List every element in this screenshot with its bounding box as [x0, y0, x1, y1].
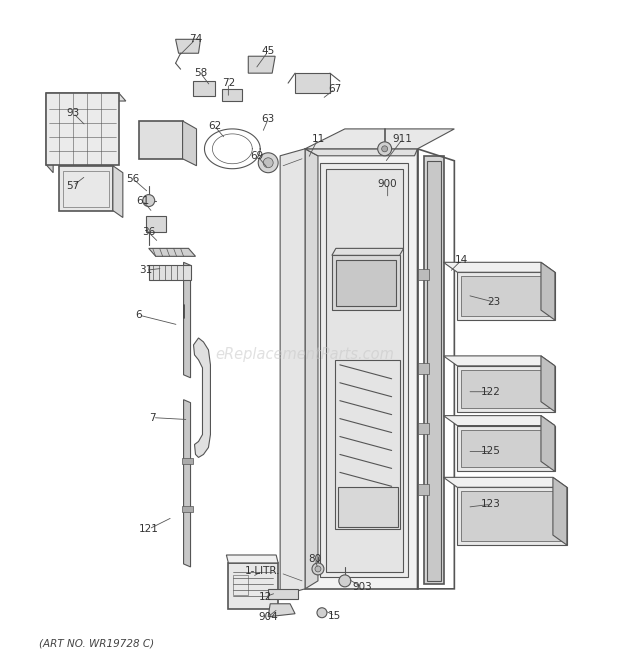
Text: 122: 122: [481, 387, 501, 397]
Polygon shape: [320, 163, 407, 577]
Polygon shape: [417, 422, 430, 434]
Polygon shape: [46, 93, 119, 165]
Text: 23: 23: [487, 297, 501, 307]
Text: 63: 63: [262, 114, 275, 124]
Polygon shape: [139, 121, 182, 159]
Polygon shape: [417, 269, 430, 280]
Polygon shape: [184, 262, 190, 378]
Text: 903: 903: [352, 582, 371, 592]
Text: 62: 62: [208, 121, 221, 131]
Polygon shape: [336, 260, 396, 306]
Polygon shape: [443, 477, 567, 487]
Polygon shape: [541, 416, 555, 471]
Circle shape: [339, 575, 351, 587]
Polygon shape: [332, 249, 404, 255]
Polygon shape: [427, 161, 441, 581]
Text: 57: 57: [66, 180, 80, 190]
Polygon shape: [193, 338, 210, 457]
Polygon shape: [295, 73, 330, 93]
Polygon shape: [443, 262, 555, 272]
Polygon shape: [443, 416, 555, 426]
Circle shape: [378, 142, 392, 156]
Polygon shape: [280, 149, 305, 596]
Polygon shape: [46, 93, 126, 101]
Circle shape: [317, 607, 327, 618]
Polygon shape: [193, 81, 215, 96]
Text: 74: 74: [189, 34, 202, 44]
Circle shape: [315, 566, 321, 572]
Circle shape: [143, 194, 155, 206]
Polygon shape: [458, 487, 567, 545]
Polygon shape: [182, 506, 193, 512]
Polygon shape: [461, 491, 563, 541]
Text: 67: 67: [328, 84, 342, 94]
Polygon shape: [248, 56, 275, 73]
Polygon shape: [46, 93, 53, 173]
Polygon shape: [326, 169, 402, 572]
Text: 121: 121: [139, 524, 159, 534]
Polygon shape: [305, 149, 417, 156]
Polygon shape: [149, 265, 190, 280]
Polygon shape: [461, 369, 551, 408]
Polygon shape: [417, 485, 430, 495]
Polygon shape: [182, 121, 197, 166]
Text: 904: 904: [259, 611, 278, 622]
Text: eReplacementParts.com: eReplacementParts.com: [216, 348, 394, 362]
Text: 11: 11: [311, 134, 325, 144]
Text: 56: 56: [126, 174, 140, 184]
Text: 36: 36: [142, 227, 156, 237]
Text: 61: 61: [136, 196, 149, 206]
Polygon shape: [458, 272, 555, 320]
Polygon shape: [338, 487, 397, 527]
Polygon shape: [268, 603, 295, 617]
Polygon shape: [541, 262, 555, 320]
Circle shape: [312, 563, 324, 575]
Text: 31: 31: [139, 265, 153, 275]
Polygon shape: [458, 366, 555, 412]
Polygon shape: [305, 129, 454, 149]
Circle shape: [264, 158, 273, 168]
Text: 45: 45: [262, 46, 275, 56]
Text: 69: 69: [250, 151, 264, 161]
Polygon shape: [332, 255, 400, 310]
Text: 58: 58: [194, 68, 207, 78]
Text: 911: 911: [392, 134, 412, 144]
Text: 72: 72: [222, 78, 235, 88]
Polygon shape: [146, 215, 166, 233]
Polygon shape: [425, 156, 445, 584]
Polygon shape: [226, 555, 278, 563]
Text: 12: 12: [259, 592, 272, 602]
Polygon shape: [541, 356, 555, 412]
Text: 14: 14: [454, 255, 468, 265]
Text: 6: 6: [135, 310, 142, 320]
Polygon shape: [553, 477, 567, 545]
Polygon shape: [182, 459, 193, 465]
Polygon shape: [461, 430, 551, 467]
Polygon shape: [223, 89, 242, 101]
Polygon shape: [184, 400, 190, 567]
Text: 7: 7: [149, 412, 156, 422]
Text: 900: 900: [378, 178, 397, 188]
Polygon shape: [228, 563, 278, 609]
Circle shape: [259, 153, 278, 173]
Text: (ART NO. WR19728 C): (ART NO. WR19728 C): [39, 639, 154, 648]
Polygon shape: [305, 149, 318, 589]
Polygon shape: [461, 276, 551, 316]
Text: 1-LITR.: 1-LITR.: [244, 566, 280, 576]
Text: 80: 80: [308, 554, 322, 564]
Text: 93: 93: [66, 108, 80, 118]
Circle shape: [382, 146, 388, 152]
Polygon shape: [305, 149, 417, 589]
Polygon shape: [149, 249, 195, 256]
Polygon shape: [443, 356, 555, 366]
Polygon shape: [113, 166, 123, 217]
Text: 125: 125: [481, 446, 501, 457]
Polygon shape: [268, 589, 298, 599]
Polygon shape: [59, 166, 113, 211]
Text: 15: 15: [328, 611, 342, 621]
Polygon shape: [175, 39, 200, 54]
Text: 123: 123: [481, 499, 501, 509]
Polygon shape: [458, 426, 555, 471]
Polygon shape: [417, 363, 430, 374]
